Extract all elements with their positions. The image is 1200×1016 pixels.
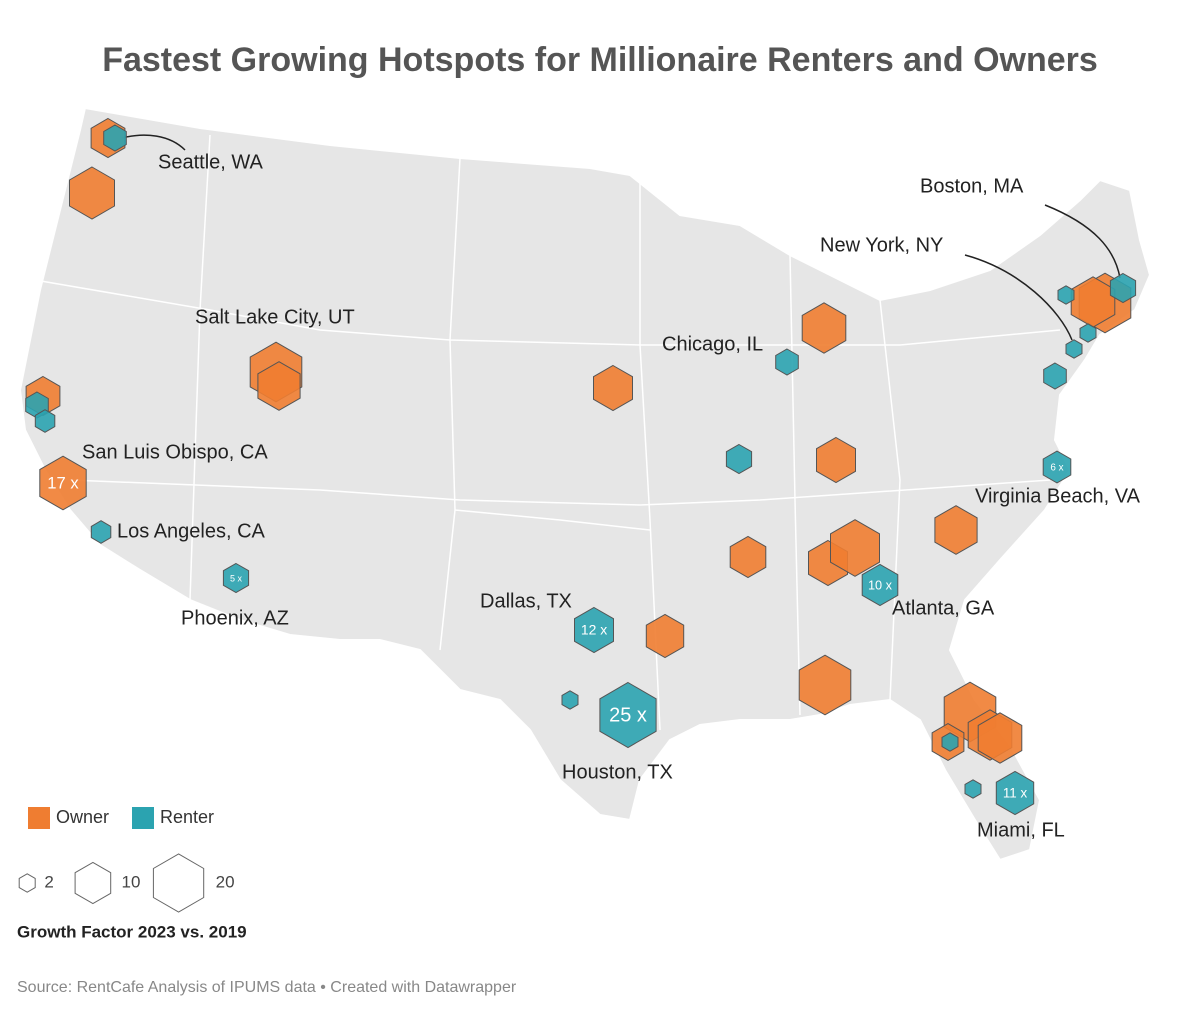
legend: Owner Renter 2 10 20 bbox=[18, 807, 235, 913]
city-label: Boston, MA bbox=[920, 175, 1024, 197]
value-label: 5 x bbox=[230, 573, 243, 583]
value-label: 12 x bbox=[581, 622, 607, 638]
city-label: New York, NY bbox=[820, 234, 943, 256]
hexagon-marker bbox=[34, 409, 56, 433]
legend-swatch bbox=[28, 807, 50, 829]
hexagon-marker bbox=[599, 681, 657, 749]
city-label: San Luis Obispo, CA bbox=[82, 441, 268, 463]
hexagon-marker bbox=[977, 712, 1023, 764]
hexagon-marker bbox=[816, 436, 856, 484]
value-label: 10 x bbox=[868, 577, 893, 592]
city-label: Miami, FL bbox=[977, 819, 1065, 841]
hexagon-marker bbox=[798, 654, 852, 716]
hexagon-marker bbox=[561, 690, 579, 710]
value-label: 25 x bbox=[609, 704, 647, 726]
source-note: Source: RentCafe Analysis of IPUMS data … bbox=[17, 979, 517, 996]
hexagon-marker bbox=[257, 361, 301, 411]
legend-swatch bbox=[132, 807, 154, 829]
hexagon-marker bbox=[941, 732, 959, 752]
city-label: Virginia Beach, VA bbox=[975, 485, 1141, 507]
city-label: Salt Lake City, UT bbox=[195, 306, 355, 328]
hexagon-marker bbox=[574, 606, 614, 654]
hexagon-marker bbox=[1057, 285, 1075, 305]
hexagon-marker bbox=[729, 535, 767, 579]
hexagon-marker bbox=[593, 364, 633, 412]
arrows bbox=[121, 134, 1121, 341]
value-label: 11 x bbox=[1003, 786, 1028, 801]
annotation-layer: Seattle, WA Boston, MA New York, NY Salt La… bbox=[82, 151, 1141, 841]
hexagon-marker bbox=[934, 505, 978, 555]
hexagon-marker bbox=[861, 563, 899, 607]
hexagon-marker bbox=[222, 562, 250, 594]
city-label: Phoenix, AZ bbox=[181, 607, 289, 629]
city-label: Houston, TX bbox=[562, 761, 673, 783]
size-legend-label: 10 bbox=[121, 872, 140, 891]
legend-label: Renter bbox=[160, 807, 214, 827]
hexagon-marker bbox=[995, 770, 1035, 816]
hexagon-marker bbox=[801, 302, 847, 354]
city-label: Los Angeles, CA bbox=[117, 520, 266, 542]
hexagon-marker bbox=[775, 348, 799, 376]
hexagon-marker bbox=[90, 520, 112, 544]
size-legend-label: 20 bbox=[216, 872, 235, 891]
city-label: Dallas, TX bbox=[480, 590, 572, 612]
us-outline bbox=[18, 106, 1152, 862]
size-legend-title: Growth Factor 2023 vs. 2019 bbox=[17, 922, 247, 941]
city-label: Chicago, IL bbox=[662, 333, 763, 355]
size-legend-label: 2 bbox=[44, 872, 53, 891]
hexagon-marker bbox=[103, 124, 127, 152]
hexagon-marker bbox=[1043, 362, 1067, 390]
legend-label: Owner bbox=[56, 807, 109, 827]
hexagon-marker bbox=[1065, 339, 1083, 359]
size-legend-hexagon bbox=[18, 873, 36, 893]
hexagon-marker bbox=[830, 519, 880, 577]
marker-layer: 17 x 5 x 12 x 25 x 10 x 6 x 11 x bbox=[25, 117, 1137, 816]
value-label: 17 x bbox=[47, 473, 79, 492]
hexagon-marker bbox=[964, 779, 982, 799]
hexagon-marker bbox=[645, 613, 685, 659]
city-label: Atlanta, GA bbox=[892, 597, 995, 619]
size-legend-hexagon bbox=[152, 853, 205, 913]
hexagon-marker bbox=[1109, 272, 1137, 304]
hexagon-marker bbox=[69, 166, 115, 220]
hexagon-marker bbox=[39, 455, 87, 511]
map-title: Fastest Growing Hotspots for Millionaire… bbox=[102, 41, 1098, 79]
hexagon-marker bbox=[1079, 323, 1097, 343]
hexagon-marker bbox=[725, 443, 753, 475]
size-legend-hexagon bbox=[74, 861, 112, 905]
value-label: 6 x bbox=[1050, 463, 1063, 474]
city-label: Seattle, WA bbox=[158, 151, 264, 173]
hexagon-marker bbox=[1042, 450, 1072, 484]
